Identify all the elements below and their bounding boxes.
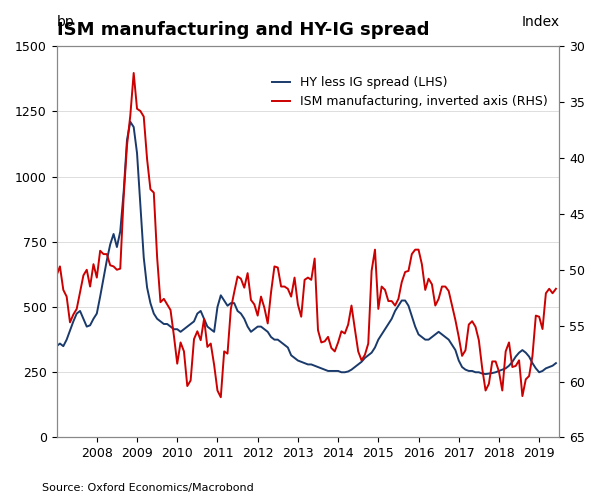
- Legend: HY less IG spread (LHS), ISM manufacturing, inverted axis (RHS): HY less IG spread (LHS), ISM manufacturi…: [272, 76, 548, 108]
- Text: Index: Index: [521, 14, 559, 29]
- Text: Source: Oxford Economics/Macrobond: Source: Oxford Economics/Macrobond: [42, 483, 254, 493]
- Text: ISM manufacturing and HY-IG spread: ISM manufacturing and HY-IG spread: [56, 21, 429, 39]
- Text: bp: bp: [56, 14, 74, 29]
